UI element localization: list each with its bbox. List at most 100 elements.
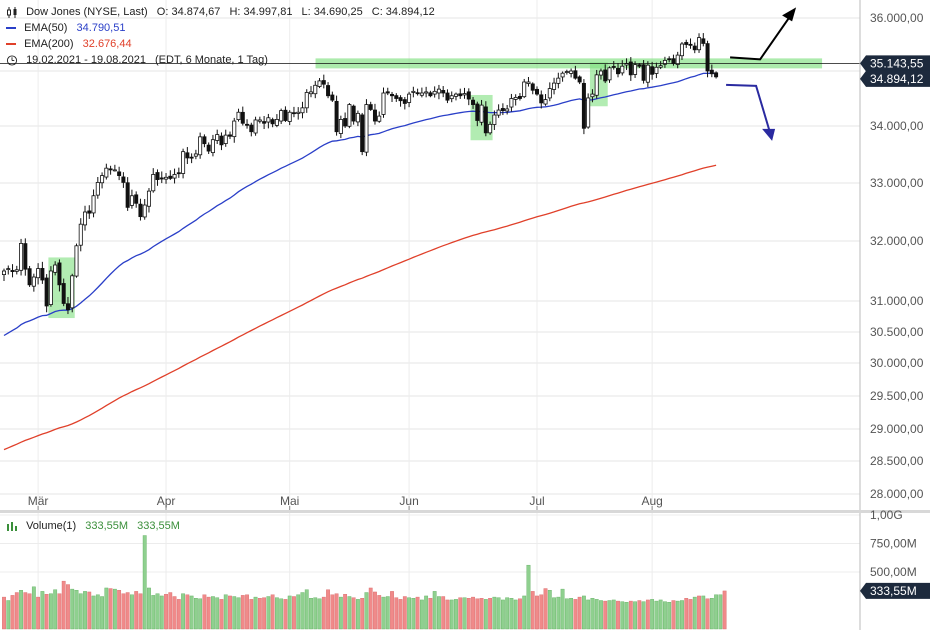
candle-body [535,88,540,95]
volume-bar [253,596,258,630]
volume-bar [151,595,156,630]
volume-bar [245,594,249,630]
candle-body [419,92,424,96]
candle-body [121,176,126,183]
volume-bar [688,599,693,630]
candle-body [108,168,113,171]
volume-bar [394,597,399,630]
volume-bar [117,590,122,630]
volume-bar [645,599,650,630]
volume-bar [283,599,288,630]
volume-bar [266,596,271,630]
candle-body [509,98,514,108]
date-range-legend: 19.02.2021 - 19.08.2021 (EDT, 6 Monate, … [6,54,268,66]
volume-bar [57,593,62,630]
volume-bar [147,587,151,630]
volume-bar [415,596,420,630]
volume-bar [518,598,522,630]
period-info: (EDT, 6 Monate, 1 Tag) [155,54,268,66]
volume-bar [535,595,539,630]
volume-bar [317,598,322,630]
candle-body [100,175,105,184]
volume-bar [616,600,620,630]
candle-body [181,151,186,174]
candle-body [355,112,360,123]
candle-body [500,108,505,111]
volume-bar [49,593,53,630]
candle-body [249,124,254,133]
volume-bar [142,535,147,630]
candle-body [219,135,224,146]
candle-body [142,204,147,218]
candle-body [104,167,109,178]
volume-bar [385,596,390,630]
volume-bar [326,589,330,630]
volume-bar [100,596,104,630]
volume-bar [564,598,569,630]
volume-bar [262,597,267,630]
volume-bar [206,596,211,630]
symbol-label: Dow Jones (NYSE, Last) [26,6,148,18]
candle-body [475,103,480,121]
candle-body [338,119,343,134]
candle-body [594,74,599,96]
resistance-badge: 35.143,55 [870,56,924,70]
volume-bar [198,598,203,630]
candle-body [428,92,433,97]
volume-bar [419,599,424,630]
ema200-value: 32.676,44 [82,38,132,50]
volume-bar [121,593,126,630]
volume-bar [441,596,446,630]
volume-bar [10,595,15,630]
candle-body [479,104,484,123]
ema50-line [3,72,717,337]
volume-bar [321,596,326,630]
volume-bar [155,593,160,630]
date-range: 19.02.2021 - 19.08.2021 [26,54,146,66]
candle-body [138,203,143,218]
candle-body [83,211,88,226]
volume-bar [130,594,134,630]
candle-body [6,268,11,271]
candle-body [10,270,15,273]
ema50-label: EMA(50) [24,22,68,34]
candle-body [569,70,574,74]
candle-body [637,64,642,67]
volume-bar [381,596,386,630]
candle-body [334,100,339,133]
volume-bar [402,596,407,630]
volume-value-2: 333,55M [137,520,180,532]
candle-body [48,270,53,305]
volume-bar [257,598,262,630]
candle-body [505,108,510,112]
volume-bar [650,599,655,630]
price-tick-label: 36.000,00 [870,11,924,25]
volume-bar [27,593,32,630]
volume-value-1: 333,55M [85,520,129,532]
volume-label: Volume(1) [26,520,77,532]
volume-bar [351,597,356,630]
candle-body [14,269,19,272]
volume-bar [14,592,19,630]
volume-bar [513,599,518,630]
candle-body [424,91,429,94]
volume-bar [223,594,228,630]
volume-bar [428,598,433,630]
candle-body [317,80,322,87]
candle-body [279,110,284,122]
price-tick-label: 30.500,00 [870,325,924,339]
candle-body [283,109,288,121]
candle-body [692,45,697,51]
candle-body [151,174,156,192]
ema200-label: EMA(200) [24,38,74,50]
candle-body [146,190,151,207]
candle-body [432,90,437,95]
candle-body [300,107,305,114]
candle-body [581,82,586,129]
candle-body [633,64,638,75]
volume-bar [338,596,343,630]
volume-bar [641,601,646,630]
candle-body [709,69,714,75]
candle-body [347,104,352,127]
